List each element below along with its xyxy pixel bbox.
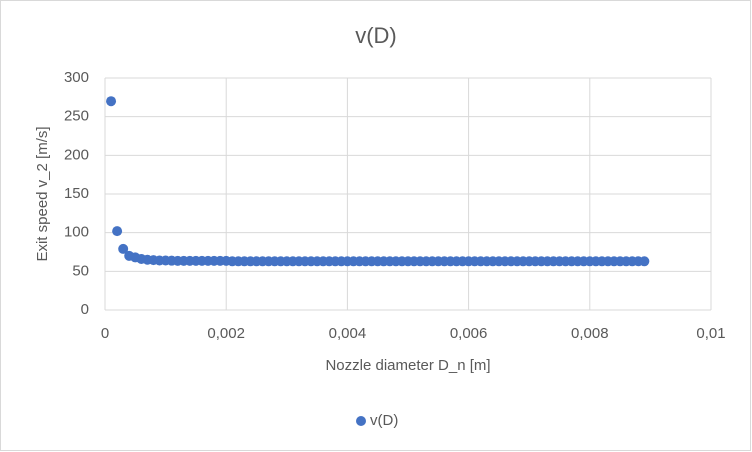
chart-title: v(D) <box>355 23 397 48</box>
data-point <box>112 226 123 237</box>
legend-marker <box>356 416 366 426</box>
x-tick-label: 0,008 <box>571 325 609 342</box>
y-tick-label: 50 <box>72 262 89 279</box>
y-tick-label: 0 <box>81 301 89 318</box>
data-point <box>639 256 650 267</box>
y-tick-label: 200 <box>64 146 89 163</box>
x-tick-label: 0,01 <box>696 325 725 342</box>
data-point <box>106 96 117 107</box>
legend-label: v(D) <box>370 412 398 429</box>
x-axis-label: Nozzle diameter D_n [m] <box>325 357 490 374</box>
x-tick-label: 0,006 <box>450 325 488 342</box>
x-tick-label: 0,004 <box>329 325 367 342</box>
data-point <box>118 243 129 254</box>
x-tick-label: 0 <box>101 325 109 342</box>
y-axis-label: Exit speed v_2 [m/s] <box>34 126 51 261</box>
y-tick-label: 250 <box>64 108 89 125</box>
y-tick-label: 300 <box>64 69 89 86</box>
y-tick-label: 100 <box>64 224 89 241</box>
y-tick-label: 150 <box>64 185 89 202</box>
x-tick-label: 0,002 <box>207 325 245 342</box>
